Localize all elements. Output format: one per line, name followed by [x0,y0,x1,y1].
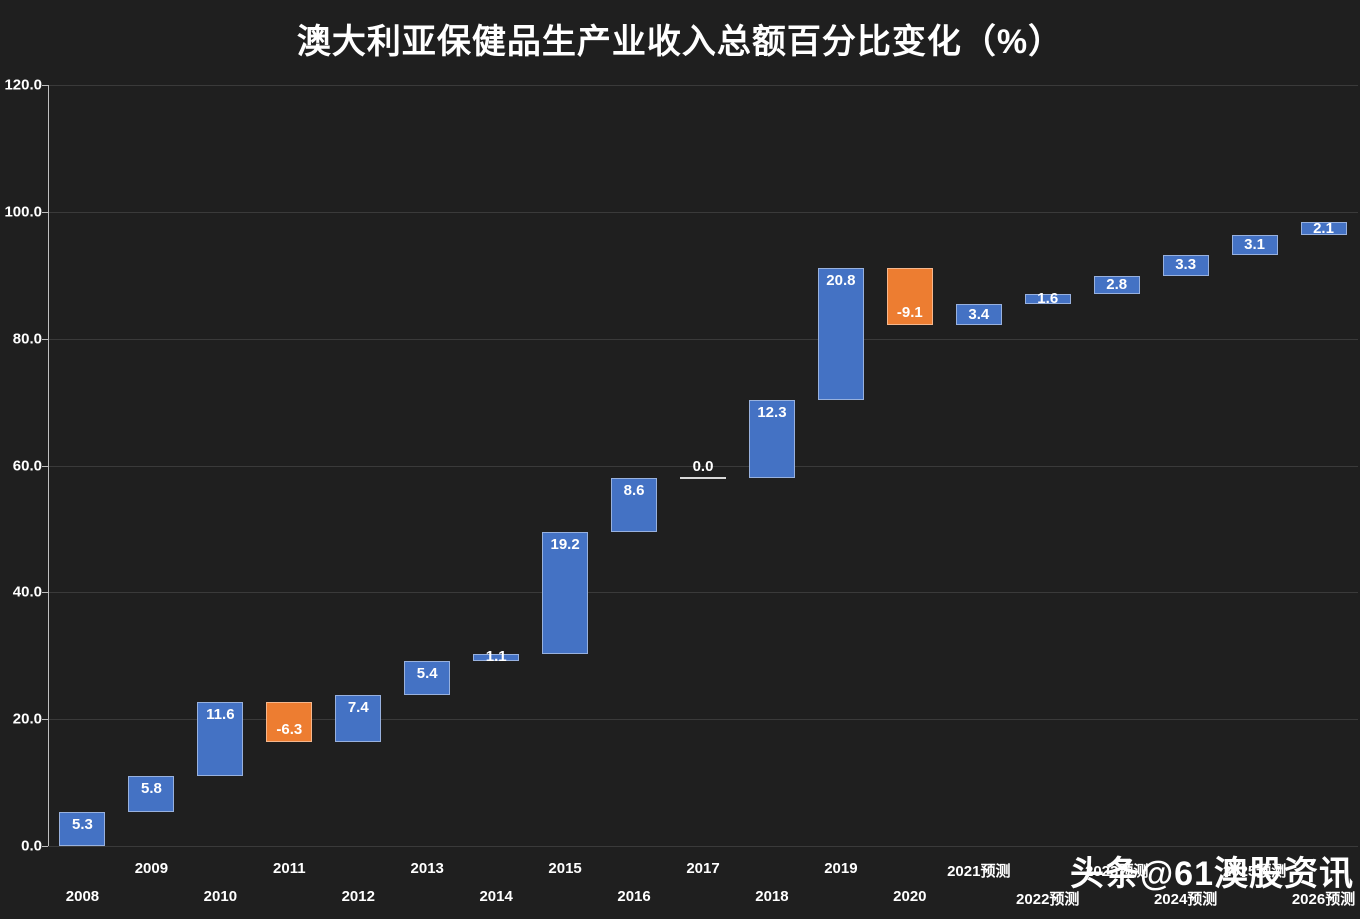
bar-value-label: 1.6 [1037,289,1059,307]
zero-change-connector [680,476,726,479]
waterfall-bar-2020 [886,267,933,326]
bar-value-label: -9.1 [896,304,923,322]
waterfall-bar-2018 [748,399,795,478]
x-axis-label-2020: 2020 [893,888,927,905]
x-axis-label-2026预测: 2026预测 [1291,891,1356,908]
x-axis-label-2016: 2016 [617,888,651,905]
y-axis-tickmark [42,592,48,594]
bar-value-label: -6.3 [276,720,303,738]
bar-value-label: 3.4 [968,305,990,323]
bar-value-label: 3.1 [1244,236,1266,254]
y-axis-tick-label: 20.0 [12,710,42,728]
bar-value-label: 0.0 [692,457,714,475]
bar-value-label: 7.4 [347,699,369,717]
gridline [48,85,1358,86]
chart-title: 澳大利亚保健品生产业收入总额百分比变化（%） [296,23,1064,61]
x-axis-label-2013: 2013 [410,860,444,877]
waterfall-bar-2015 [542,532,589,654]
waterfall-bar-2016 [611,477,658,533]
waterfall-bar-2023预测 [1093,275,1140,294]
x-axis-label-2015: 2015 [548,860,582,877]
gridline [48,592,1358,594]
gridline [48,338,1358,340]
waterfall-bar-2009 [128,775,175,813]
x-axis-label-2014: 2014 [479,888,513,905]
x-axis-label-2011: 2011 [273,860,306,877]
x-axis-label-2012: 2012 [341,888,375,905]
waterfall-bar-2019 [817,267,864,400]
x-axis-label-2025预测: 2025预测 [1222,863,1287,880]
x-axis-label-2017: 2017 [686,860,720,877]
x-axis-label-2018: 2018 [755,888,789,905]
gridline [48,719,1358,721]
bar-value-label: 19.2 [550,536,580,554]
gridline [48,465,1358,467]
y-axis-tick-label: 80.0 [12,330,42,348]
x-axis-label-2022预测: 2022预测 [1016,891,1080,908]
bar-value-label: 12.3 [757,403,787,421]
waterfall-bar-2014 [473,653,520,661]
gridline [48,211,1358,213]
y-axis-tickmark [42,85,48,86]
waterfall-bar-2022预测 [1024,293,1071,304]
waterfall-bar-2010 [197,702,244,776]
y-axis-tickmark [42,465,48,467]
bar-value-label: 8.6 [623,481,645,499]
bar-value-label: 11.6 [206,706,235,724]
x-axis-label-2010: 2010 [203,888,238,905]
waterfall-bar-2008 [59,812,106,846]
x-axis-label-2021预测: 2021预测 [947,863,1011,880]
bar-value-label: 2.1 [1313,219,1334,237]
bar-value-label: 2.8 [1106,275,1128,293]
bar-value-label: 3.3 [1175,256,1197,274]
bar-value-label: 5.8 [140,779,162,797]
x-axis-label-2009: 2009 [134,860,169,877]
bar-value-label: 20.8 [826,271,856,289]
waterfall-bar-2024预测 [1162,254,1209,276]
y-axis-tickmark [42,719,48,721]
y-axis-tick-label: 0.0 [21,837,42,855]
gridline [48,846,1358,847]
y-axis-tickmark [42,338,48,340]
bar-value-label: 1.1 [485,648,507,666]
x-axis-label-2024预测: 2024预测 [1153,891,1218,908]
waterfall-bar-2013 [404,660,451,696]
y-axis-tick-label: 40.0 [12,583,42,601]
waterfall-bar-2025预测 [1231,235,1278,255]
y-axis-tick-label: 60.0 [12,457,42,474]
waterfall-bar-2012 [335,695,382,742]
x-axis-label-2023预测: 2023预测 [1084,863,1149,880]
bar-value-label: 5.4 [416,664,438,682]
y-axis-tick-label: 120.0 [4,76,42,94]
x-axis-label-2019: 2019 [824,860,858,877]
y-axis-tickmark [42,211,48,213]
x-axis-label-2008: 2008 [65,888,100,905]
waterfall-bar-2011 [266,702,313,742]
watermark: 头条@61澳股资讯 [1070,855,1354,893]
y-axis-line [48,85,49,846]
waterfall-bar-2026预测 [1300,221,1347,236]
waterfall-bar-2021预测 [955,303,1002,326]
bar-value-label: 5.3 [72,816,93,834]
y-axis-tick-label: 100.0 [4,203,42,221]
y-axis-tickmark [42,846,48,847]
